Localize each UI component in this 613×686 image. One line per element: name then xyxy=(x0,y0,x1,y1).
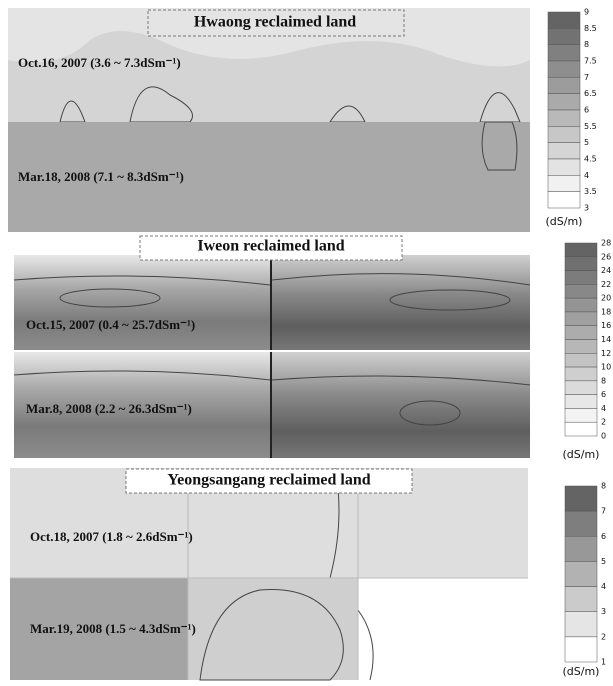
figure: Hwaong reclaimed land Oct.16, 2007 (3.6 ~… xyxy=(0,0,613,686)
colorbar-tick-label: 6 xyxy=(584,106,589,115)
colorbar-tick-label: 10 xyxy=(601,363,611,372)
colorbar-tick-label: 6.5 xyxy=(584,89,597,98)
colorbar-tick-label: 20 xyxy=(601,294,611,303)
colorbar-band xyxy=(548,94,580,110)
colorbar-tick-label: 4 xyxy=(584,171,589,180)
colorbar-tick-label: 5 xyxy=(584,138,589,147)
colorbar-band xyxy=(548,110,580,126)
colorbar-unit: (dS/m) xyxy=(563,448,600,461)
colorbar-band xyxy=(565,511,597,536)
colorbar-tick-label: 5 xyxy=(601,557,606,566)
colorbar-band xyxy=(565,298,597,312)
colorbar-band xyxy=(565,637,597,662)
colorbar-band xyxy=(565,381,597,395)
colorbar-band xyxy=(548,45,580,61)
colorbar-band xyxy=(565,353,597,367)
period-label: Mar.8, 2008 (2.2 ~ 26.3dSm⁻¹) xyxy=(26,401,192,416)
colorbar-tick-label: 9 xyxy=(584,8,589,17)
colorbar-band xyxy=(565,408,597,422)
colorbar-band xyxy=(548,126,580,142)
colorbar-band xyxy=(565,340,597,354)
period-label: Mar.18, 2008 (7.1 ~ 8.3dSm⁻¹) xyxy=(18,169,184,184)
colorbar-tick-label: 7 xyxy=(584,73,589,82)
colorbar-tick-label: 5.5 xyxy=(584,122,597,131)
panel-title: Iweon reclaimed land xyxy=(197,238,344,255)
colorbar-band xyxy=(565,243,597,257)
colorbar-tick-label: 3.5 xyxy=(584,187,597,196)
colorbar-band xyxy=(565,612,597,637)
colorbar-band xyxy=(565,422,597,436)
colorbar-band xyxy=(548,143,580,159)
colorbar-band xyxy=(548,175,580,191)
period-label: Oct.15, 2007 (0.4 ~ 25.7dSm⁻¹) xyxy=(26,317,195,332)
colorbar-band xyxy=(548,77,580,93)
iweon-maps xyxy=(14,236,530,458)
panel-title: Yeongsangang reclaimed land xyxy=(167,472,370,489)
colorbar-tick-label: 28 xyxy=(601,239,611,248)
period-label: Oct.16, 2007 (3.6 ~ 7.3dSm⁻¹) xyxy=(18,55,181,70)
colorbar-tick-label: 22 xyxy=(601,280,611,289)
colorbar-unit: (dS/m) xyxy=(546,215,583,228)
colorbar-tick-label: 4 xyxy=(601,404,606,413)
colorbar-tick-label: 6 xyxy=(601,532,606,541)
colorbar-tick-label: 14 xyxy=(601,335,611,344)
colorbar-band xyxy=(565,486,597,511)
colorbar-tick-label: 8 xyxy=(601,376,606,385)
colorbar-tick-label: 6 xyxy=(601,390,606,399)
colorbar-unit: (dS/m) xyxy=(563,665,600,678)
colorbar-tick-label: 2 xyxy=(601,632,606,641)
colorbar-band xyxy=(548,12,580,28)
hwaong-maps xyxy=(8,8,530,232)
colorbar-tick-label: 7.5 xyxy=(584,57,597,66)
colorbar-band xyxy=(565,284,597,298)
colorbar-tick-label: 8 xyxy=(584,40,589,49)
colorbar-tick-label: 24 xyxy=(601,266,611,275)
colorbar-tick-label: 4 xyxy=(601,582,606,591)
colorbar-tick-label: 7 xyxy=(601,507,606,516)
period-label: Mar.19, 2008 (1.5 ~ 4.3dSm⁻¹) xyxy=(30,621,196,636)
colorbar-band xyxy=(565,561,597,586)
colorbar-band xyxy=(548,61,580,77)
colorbar-band xyxy=(565,257,597,271)
colorbar-band xyxy=(565,326,597,340)
colorbar-tick-label: 12 xyxy=(601,349,611,358)
colorbar-tick-label: 8.5 xyxy=(584,24,597,33)
colorbar-band xyxy=(548,28,580,44)
colorbar-tick-label: 3 xyxy=(601,607,606,616)
colorbar-band xyxy=(565,395,597,409)
colorbar-tick-label: 16 xyxy=(601,321,611,330)
colorbar-tick-label: 18 xyxy=(601,307,611,316)
colorbar-band xyxy=(565,271,597,285)
yeongsangang-maps xyxy=(10,468,528,680)
panel-title: Hwaong reclaimed land xyxy=(194,14,356,31)
colorbar-tick-label: 4.5 xyxy=(584,155,597,164)
colorbar-band xyxy=(565,536,597,561)
colorbar-band xyxy=(565,312,597,326)
period-label: Oct.18, 2007 (1.8 ~ 2.6dSm⁻¹) xyxy=(30,529,193,544)
colorbar-tick-label: 1 xyxy=(601,658,606,667)
colorbar-tick-label: 3 xyxy=(584,204,589,213)
colorbar-band xyxy=(565,587,597,612)
colorbar-tick-label: 26 xyxy=(601,252,611,261)
colorbar-tick-label: 8 xyxy=(601,482,606,491)
colorbar-band xyxy=(565,367,597,381)
colorbar-tick-label: 2 xyxy=(601,418,606,427)
colorbar-band xyxy=(548,159,580,175)
colorbar-band xyxy=(548,192,580,208)
colorbar-tick-label: 0 xyxy=(601,432,606,441)
